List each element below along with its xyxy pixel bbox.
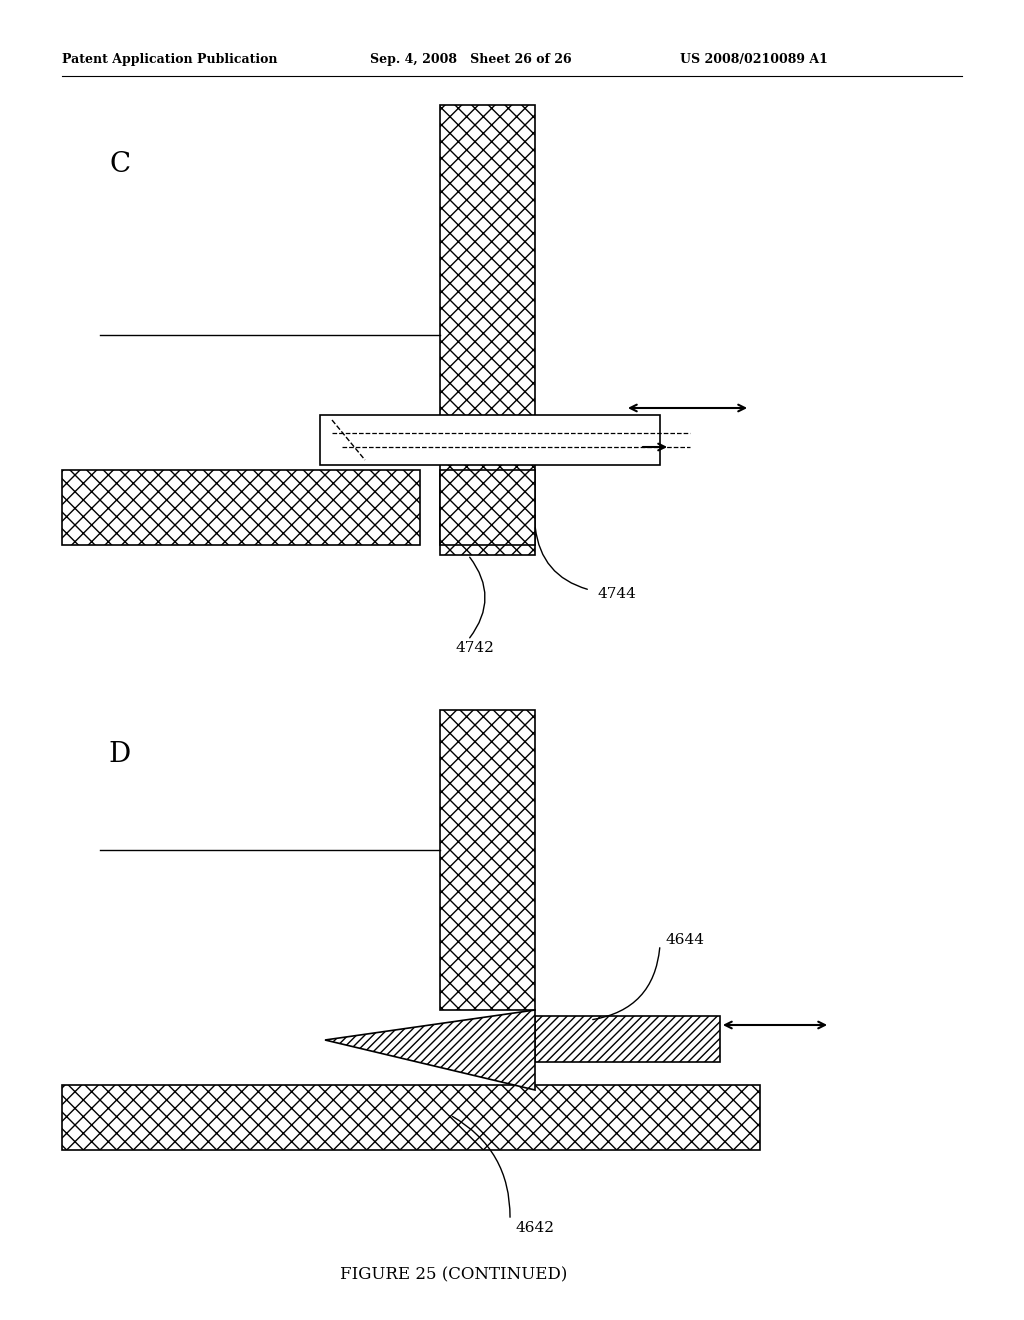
Text: Patent Application Publication: Patent Application Publication xyxy=(62,54,278,66)
Text: D: D xyxy=(109,742,131,768)
Text: 4644: 4644 xyxy=(665,933,705,946)
Bar xyxy=(535,1016,720,1063)
Bar xyxy=(62,470,420,545)
Text: 4742: 4742 xyxy=(455,642,494,655)
Text: 4642: 4642 xyxy=(515,1221,554,1236)
Text: FIGURE 25 (CONTINUED): FIGURE 25 (CONTINUED) xyxy=(340,1266,567,1283)
Text: C: C xyxy=(110,152,131,178)
Polygon shape xyxy=(325,1010,535,1090)
Bar xyxy=(440,470,535,545)
Bar xyxy=(440,106,535,554)
Bar xyxy=(319,414,660,465)
Text: Sep. 4, 2008   Sheet 26 of 26: Sep. 4, 2008 Sheet 26 of 26 xyxy=(370,54,571,66)
Bar xyxy=(440,710,535,1010)
Text: US 2008/0210089 A1: US 2008/0210089 A1 xyxy=(680,54,827,66)
Text: 4744: 4744 xyxy=(598,587,637,601)
Bar xyxy=(62,1085,760,1150)
